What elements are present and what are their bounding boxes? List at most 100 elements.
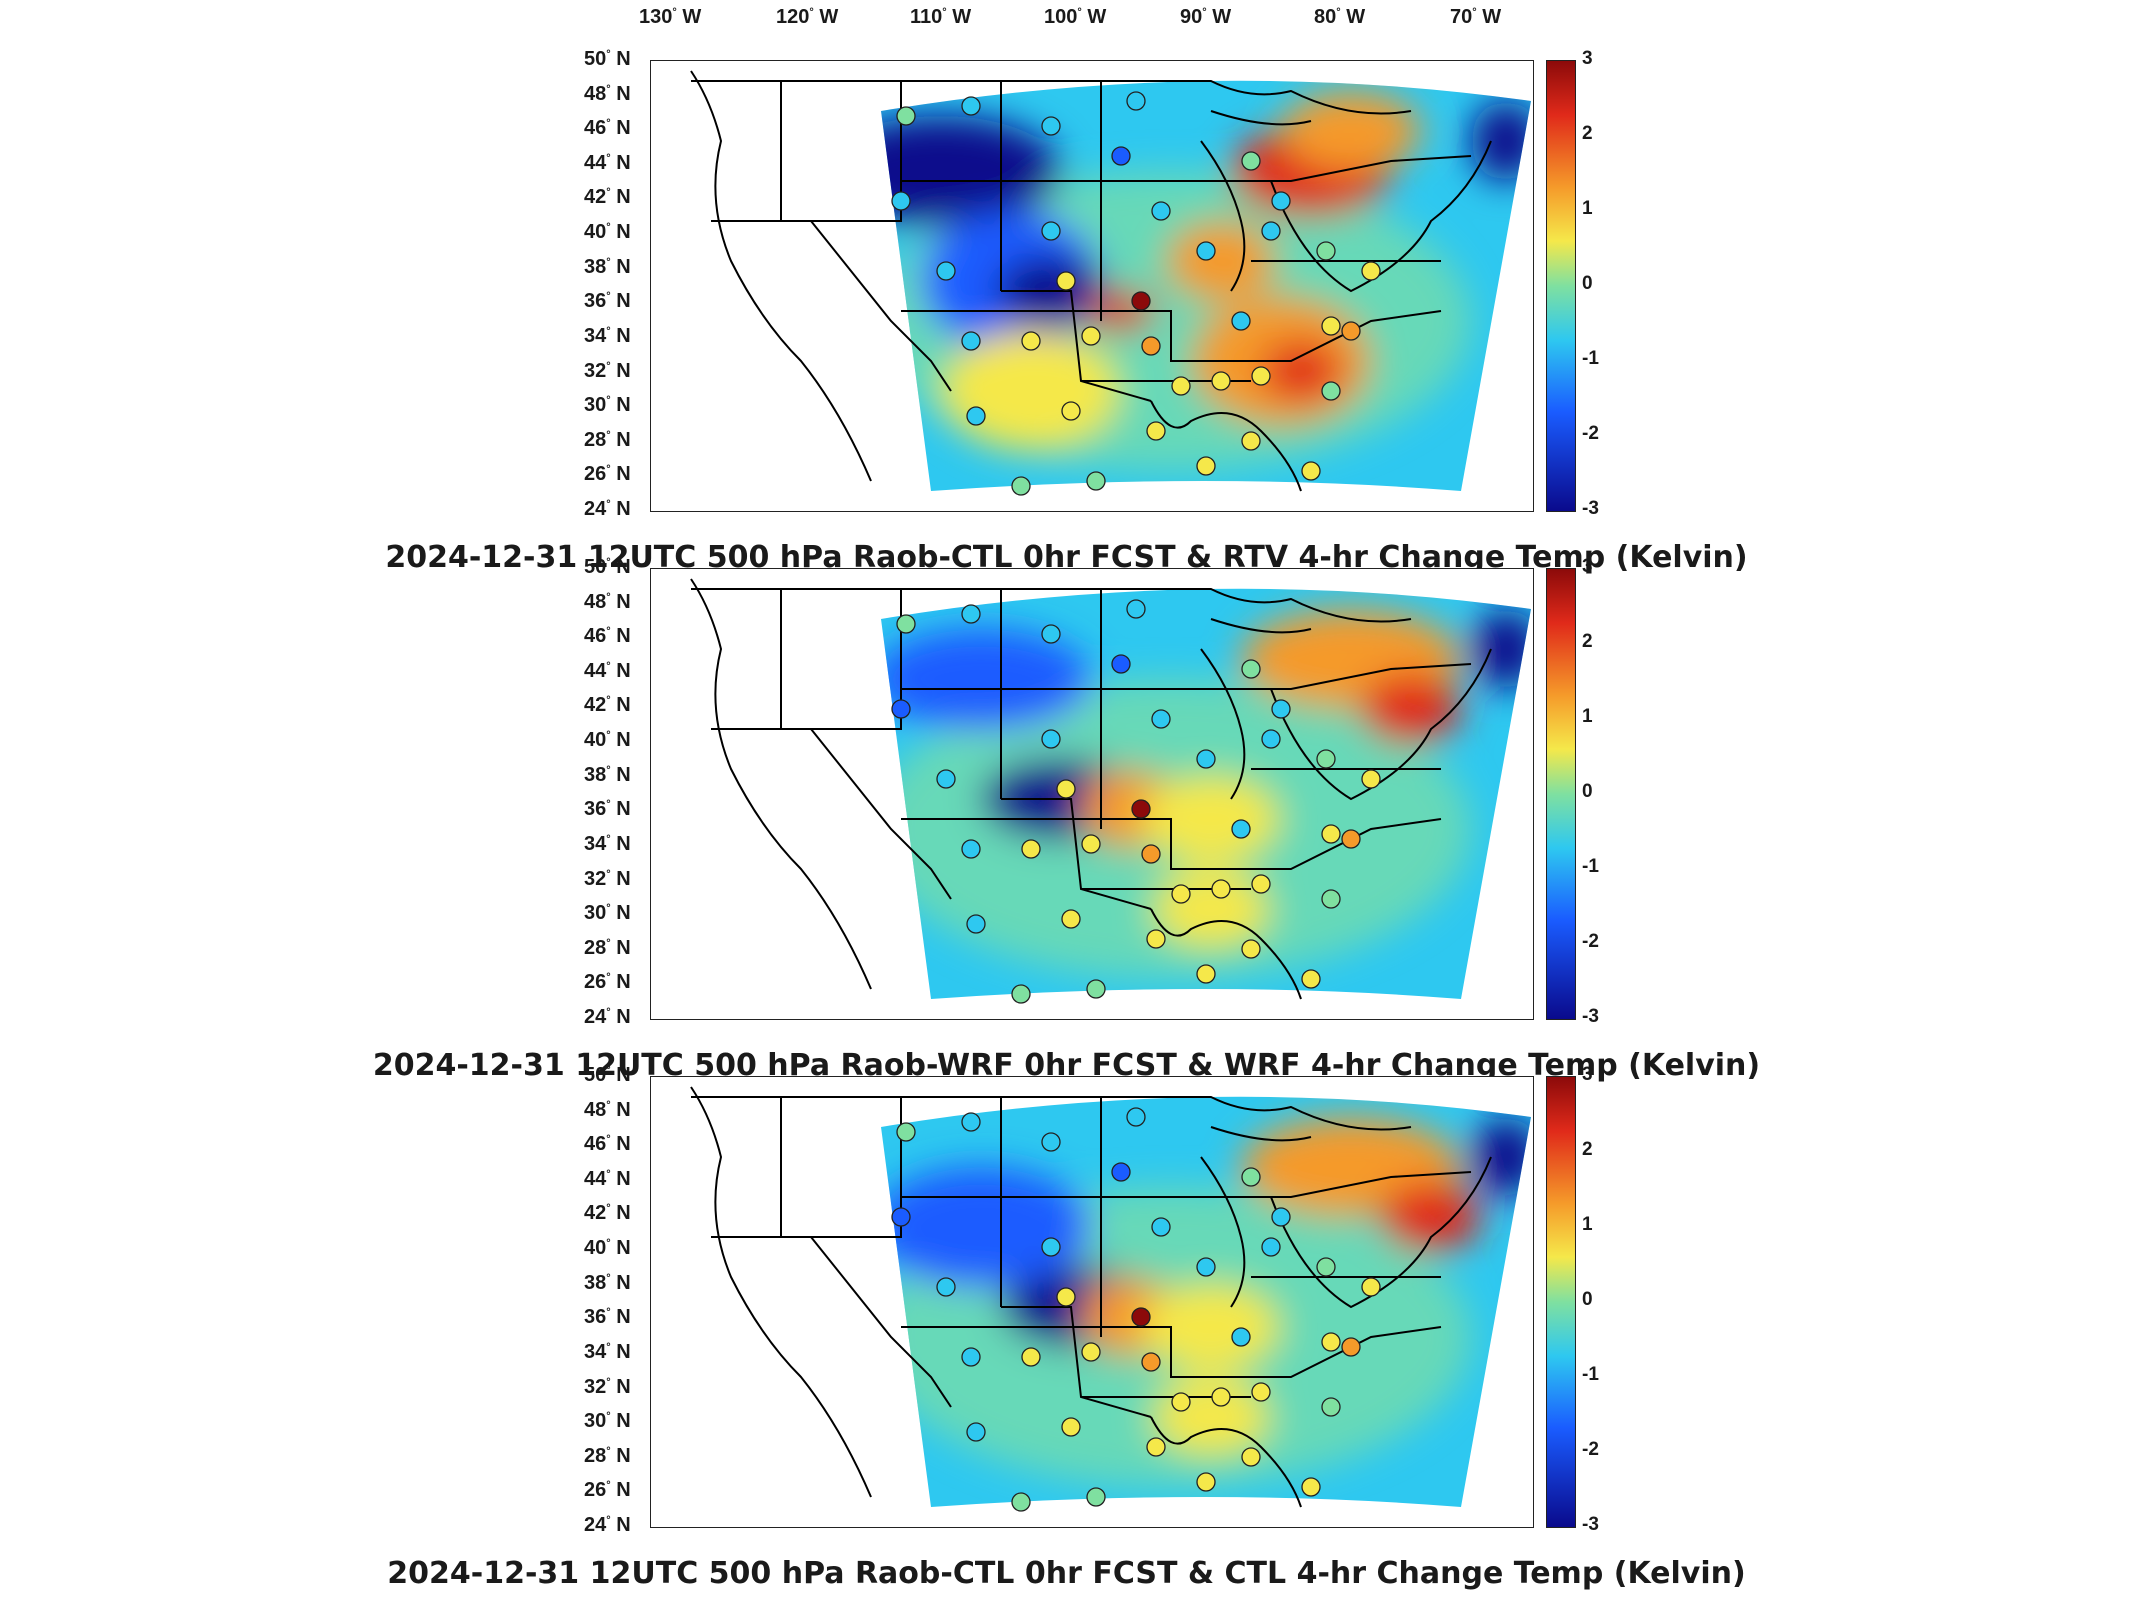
raob-site-marker bbox=[1061, 909, 1081, 929]
raob-site-marker bbox=[1316, 749, 1336, 769]
raob-site-marker bbox=[1126, 91, 1146, 111]
degree-symbol: ° bbox=[606, 590, 611, 603]
direction-letter: N bbox=[610, 1133, 631, 1156]
direction-letter: N bbox=[610, 1237, 631, 1260]
raob-site-marker bbox=[1041, 729, 1061, 749]
colorbar bbox=[1546, 568, 1576, 1020]
raob-site-marker bbox=[1081, 834, 1101, 854]
raob-site-marker bbox=[966, 406, 986, 426]
model-domain-field bbox=[671, 588, 1531, 999]
direction-letter: N bbox=[610, 186, 631, 209]
raob-site-marker bbox=[1086, 471, 1106, 491]
raob-site-marker bbox=[1301, 461, 1321, 481]
latitude-label: 48° N bbox=[584, 1099, 631, 1122]
direction-letter: N bbox=[610, 1064, 631, 1086]
degree-symbol: ° bbox=[606, 1341, 611, 1354]
direction-letter: N bbox=[610, 394, 631, 417]
latitude-label: 42° N bbox=[584, 186, 631, 209]
boundary-line bbox=[1200, 648, 1246, 800]
raob-site-marker bbox=[1151, 709, 1171, 729]
degree-symbol: ° bbox=[606, 152, 611, 165]
latitude-label: 26° N bbox=[584, 463, 631, 486]
temperature-map bbox=[650, 1076, 1534, 1528]
latitude-label: 46° N bbox=[584, 117, 631, 140]
degree-symbol: ° bbox=[942, 6, 947, 19]
raob-site-marker bbox=[1241, 431, 1261, 451]
raob-site-marker bbox=[1321, 889, 1341, 909]
raob-sites bbox=[891, 599, 1381, 1004]
colorbar-tick-label: -3 bbox=[1582, 1514, 1599, 1535]
direction-letter: N bbox=[610, 1410, 631, 1433]
latitude-label: 36° N bbox=[584, 1306, 631, 1329]
field-anomaly bbox=[881, 1167, 1091, 1287]
direction-letter: N bbox=[610, 117, 631, 140]
degree-value: 42 bbox=[584, 1202, 607, 1225]
latitude-label: 24° N bbox=[584, 498, 631, 521]
boundary-line bbox=[810, 1236, 952, 1408]
degree-value: 36 bbox=[584, 798, 607, 821]
raob-site-marker bbox=[1041, 624, 1061, 644]
field-anomaly bbox=[1261, 341, 1341, 401]
degree-symbol: ° bbox=[606, 1445, 611, 1458]
raob-site-marker bbox=[1241, 939, 1261, 959]
boundary-line bbox=[1210, 1126, 1312, 1142]
direction-letter: N bbox=[610, 1375, 631, 1398]
boundary-line bbox=[1200, 140, 1246, 292]
map-canvas bbox=[671, 578, 1531, 1004]
temperature-map bbox=[650, 568, 1534, 1020]
raob-site-marker bbox=[1056, 779, 1076, 799]
raob-site-marker bbox=[1111, 146, 1131, 166]
colorbar-tick-label: -1 bbox=[1582, 1364, 1599, 1385]
direction-letter: N bbox=[610, 556, 631, 578]
degree-symbol: ° bbox=[606, 1006, 611, 1019]
boundary-line bbox=[691, 588, 1412, 623]
raob-site-marker bbox=[1146, 929, 1166, 949]
latitude-label: 38° N bbox=[584, 256, 631, 279]
raob-site-marker bbox=[1261, 221, 1281, 241]
degree-value: 46 bbox=[584, 117, 607, 140]
degree-value: 36 bbox=[584, 1306, 607, 1329]
direction-letter: N bbox=[610, 832, 631, 855]
field-anomaly bbox=[671, 689, 751, 869]
raob-site-marker bbox=[1231, 1327, 1251, 1347]
direction-letter: N bbox=[610, 1340, 631, 1363]
direction-letter: W bbox=[676, 6, 702, 28]
raob-site-marker bbox=[1041, 221, 1061, 241]
degree-symbol: ° bbox=[606, 694, 611, 707]
degree-value: 24 bbox=[584, 1514, 607, 1536]
latitude-label: 44° N bbox=[584, 1168, 631, 1191]
degree-symbol: ° bbox=[606, 463, 611, 476]
degree-symbol: ° bbox=[606, 1514, 611, 1527]
degree-symbol: ° bbox=[606, 394, 611, 407]
field-anomaly bbox=[941, 331, 1121, 451]
degree-value: 120 bbox=[776, 6, 810, 28]
latitude-label: 38° N bbox=[584, 764, 631, 787]
latitude-label: 36° N bbox=[584, 290, 631, 313]
degree-symbol: ° bbox=[606, 1306, 611, 1319]
latitude-label: 30° N bbox=[584, 394, 631, 417]
boundary-line bbox=[1001, 290, 1152, 402]
raob-site-marker bbox=[1271, 699, 1291, 719]
raob-site-marker bbox=[1211, 879, 1231, 899]
direction-letter: W bbox=[813, 6, 839, 28]
raob-site-marker bbox=[1011, 984, 1031, 1004]
direction-letter: N bbox=[610, 1202, 631, 1225]
degree-value: 80 bbox=[1314, 6, 1337, 28]
degree-symbol: ° bbox=[606, 1098, 611, 1111]
degree-value: 100 bbox=[1044, 6, 1078, 28]
direction-letter: N bbox=[610, 324, 631, 347]
degree-value: 26 bbox=[584, 1479, 607, 1502]
model-domain-field bbox=[881, 80, 1531, 491]
degree-symbol: ° bbox=[606, 325, 611, 338]
colorbar-tick-label: -2 bbox=[1582, 1439, 1599, 1460]
raob-site-marker bbox=[1011, 1492, 1031, 1512]
raob-site-marker bbox=[1171, 376, 1191, 396]
degree-value: 44 bbox=[584, 151, 607, 174]
raob-site-marker bbox=[961, 1347, 981, 1367]
raob-site-marker bbox=[1241, 659, 1261, 679]
direction-letter: N bbox=[610, 763, 631, 786]
latitude-label: 42° N bbox=[584, 1202, 631, 1225]
degree-value: 28 bbox=[584, 428, 607, 451]
degree-symbol: ° bbox=[606, 290, 611, 303]
longitude-label: 70° W bbox=[1450, 6, 1501, 29]
